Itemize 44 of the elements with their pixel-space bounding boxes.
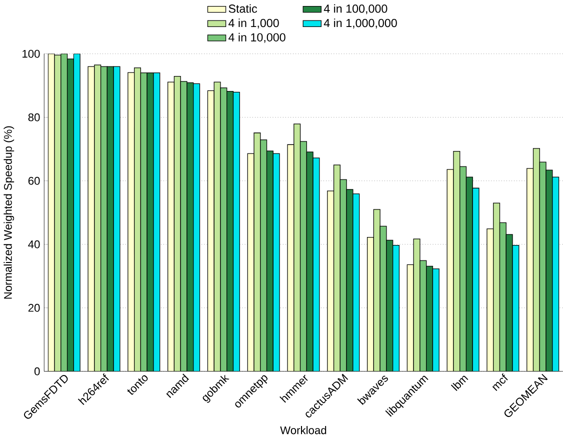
bar [552,176,560,372]
bar [406,264,414,372]
bar [466,176,473,372]
bar [140,72,148,372]
y-tick-label: 100 [22,50,40,58]
bar [260,140,268,372]
bar [426,266,434,372]
bar [134,68,142,372]
bar [460,166,467,372]
bar [100,66,108,372]
bar [300,141,307,372]
bar [66,58,74,372]
bar [232,92,240,372]
bar [327,190,334,372]
bar [333,164,340,372]
legend-label: 4 in 1,000 [228,18,279,29]
bar [526,168,534,372]
bar [174,76,181,372]
legend-label: 4 in 100,000 [324,4,388,14]
x-tick-label: lbm [450,376,468,392]
bar [168,82,175,372]
bar [392,245,400,372]
bar [493,202,500,372]
y-tick-label: 60 [28,176,40,185]
bar [432,268,440,372]
bar [366,237,374,372]
bar [207,90,214,372]
bar [226,91,234,372]
bar [193,83,200,372]
y-tick-label: 80 [28,113,40,122]
bar [60,54,68,372]
bar [266,150,274,372]
legend-label: Static [228,4,258,13]
y-axis-title: Normalized Weighted Speedup (%) [4,126,14,299]
legend-label: 4 in 1,000,000 [324,18,397,29]
bar [499,222,506,372]
y-tick-label: 40 [28,240,40,248]
legend-label: 4 in 10,000 [228,32,286,43]
y-tick-label: 20 [28,304,40,312]
x-axis-title: Workload [280,426,326,434]
bar [294,124,301,372]
bar [94,64,102,372]
y-tick-label: 0 [34,367,40,376]
bar [532,148,540,372]
